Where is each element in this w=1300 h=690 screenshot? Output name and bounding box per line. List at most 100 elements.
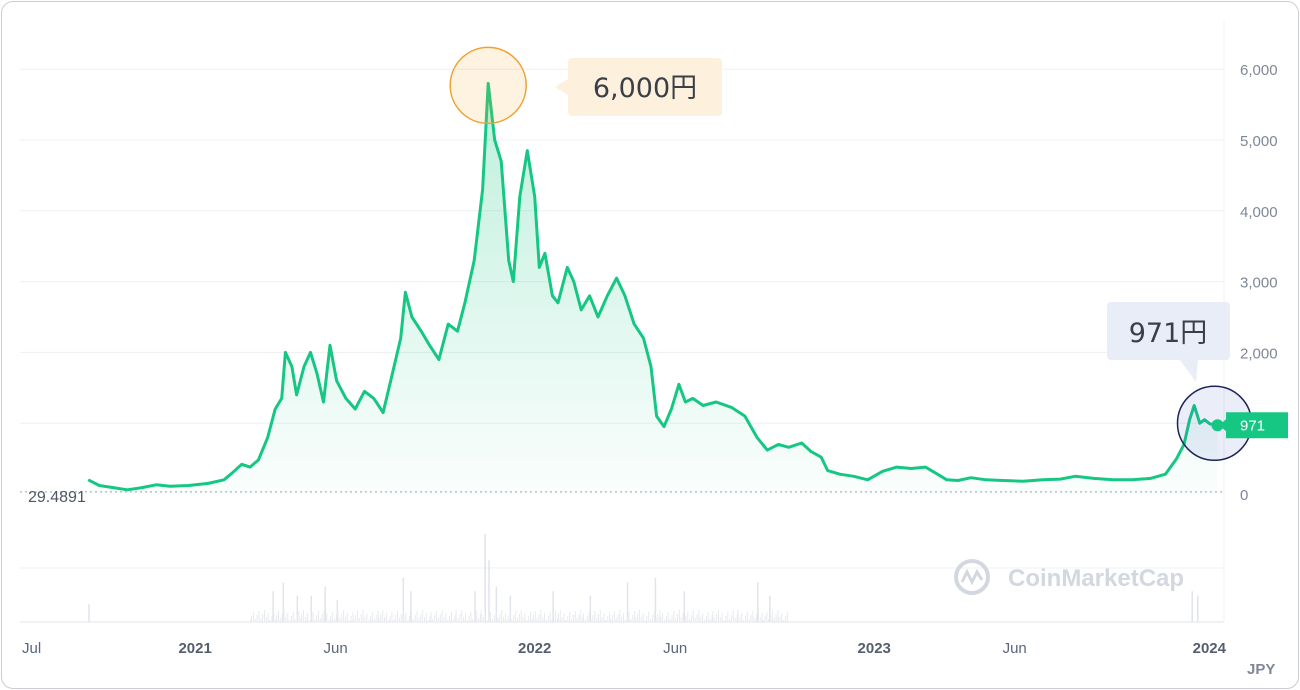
volume-bar xyxy=(287,613,289,622)
x-tick-label: Jun xyxy=(324,640,348,657)
volume-bar xyxy=(375,615,377,622)
volume-bar xyxy=(694,618,696,622)
volume-bar xyxy=(509,595,512,622)
volume-bar xyxy=(549,612,551,622)
volume-bar xyxy=(584,620,586,622)
volume-bar xyxy=(382,610,384,622)
volume-bar xyxy=(628,612,630,622)
x-tick-label: Jun xyxy=(1003,640,1027,657)
current-callout: 971円 xyxy=(1107,302,1230,382)
y-tick-label: 3,000 xyxy=(1240,275,1278,292)
volume-bar xyxy=(644,620,646,622)
volume-bar xyxy=(650,619,652,622)
volume-bar xyxy=(638,610,640,622)
volume-bar xyxy=(619,610,621,622)
volume-bar xyxy=(507,616,509,622)
volume-bar xyxy=(317,611,319,622)
currency-label: JPY xyxy=(1247,661,1275,678)
volume-bar xyxy=(430,612,432,622)
volume-bar xyxy=(532,615,534,622)
volume-bar xyxy=(698,610,700,622)
volume-bar xyxy=(403,617,405,622)
volume-bar xyxy=(671,615,673,622)
volume-bar xyxy=(464,613,466,622)
volume-bar xyxy=(436,611,438,622)
volume-bar xyxy=(648,612,650,622)
volume-bar xyxy=(725,616,727,622)
volume-bar xyxy=(312,612,314,622)
volume-bar xyxy=(501,610,503,622)
volume-bar xyxy=(292,612,294,622)
volume-bar xyxy=(480,610,482,622)
volume-bar xyxy=(754,618,756,622)
volume-bar xyxy=(737,610,739,622)
peak-highlight-circle xyxy=(449,46,527,125)
current-price-badge-arrow xyxy=(1219,419,1226,432)
volume-bar xyxy=(499,614,501,622)
volume-bar xyxy=(380,614,382,622)
volume-bar xyxy=(559,610,561,622)
volume-bar xyxy=(258,611,260,622)
volume-bar xyxy=(761,613,763,622)
volume-bar xyxy=(290,616,292,622)
volume-bar xyxy=(596,618,598,622)
peak-callout-text: 6,000円 xyxy=(593,73,697,104)
volume-bar xyxy=(308,620,310,622)
volume-bar xyxy=(659,610,661,622)
volume-bar xyxy=(531,619,533,622)
volume-bar xyxy=(407,620,409,622)
volume-bar xyxy=(269,620,271,622)
volume-bar xyxy=(319,618,321,622)
volume-bar xyxy=(260,618,262,622)
volume-bar xyxy=(768,619,770,622)
volume-bar xyxy=(282,582,285,622)
volume-bar xyxy=(574,611,576,622)
volume-bar xyxy=(495,611,497,622)
volume-bar xyxy=(769,595,771,622)
volume-bar xyxy=(690,615,692,622)
volume-bar xyxy=(685,616,687,622)
volume-bar xyxy=(488,616,490,622)
volume-bar xyxy=(493,615,495,622)
volume-bar xyxy=(613,611,615,622)
volume-bar xyxy=(717,610,719,622)
volume-bar xyxy=(589,595,592,622)
volume-bar xyxy=(371,612,373,622)
volume-bar xyxy=(567,616,569,622)
price-line xyxy=(87,81,1218,492)
volume-bar xyxy=(271,616,273,622)
volume-bar xyxy=(646,616,648,622)
volume-bar xyxy=(336,600,339,622)
volume-bar xyxy=(700,617,702,622)
volume-bar xyxy=(522,617,524,622)
volume-bar xyxy=(773,618,775,622)
volume-bars xyxy=(88,534,1199,622)
volume-bar xyxy=(675,618,677,622)
volume-bar xyxy=(635,618,637,622)
volume-bar xyxy=(654,578,657,622)
volume-bar xyxy=(377,611,379,622)
volume-bar xyxy=(743,620,745,622)
volume-bar xyxy=(746,612,748,622)
watermark-text: CoinMarketCap xyxy=(1008,565,1184,592)
volume-bar xyxy=(759,617,761,622)
volume-bar xyxy=(344,617,346,622)
volume-bar xyxy=(705,616,707,622)
volume-bar xyxy=(445,613,447,622)
volume-bar xyxy=(597,614,599,622)
volume-bar xyxy=(337,611,339,622)
volume-bar xyxy=(479,614,481,622)
volume-bar xyxy=(429,616,431,622)
volume-bar xyxy=(779,617,781,622)
volume-bar xyxy=(617,614,619,622)
volume-bar xyxy=(721,613,723,622)
peak-callout-pointer xyxy=(555,79,568,95)
current-price-dot xyxy=(1211,419,1224,432)
volume-bar xyxy=(360,614,362,622)
volume-bar xyxy=(472,619,474,622)
x-tick-label: 2021 xyxy=(178,640,211,657)
current-price-badge: 971 xyxy=(1219,412,1288,439)
volume-bar xyxy=(273,612,275,622)
volume-bar xyxy=(536,618,538,622)
volume-bar xyxy=(301,614,303,622)
